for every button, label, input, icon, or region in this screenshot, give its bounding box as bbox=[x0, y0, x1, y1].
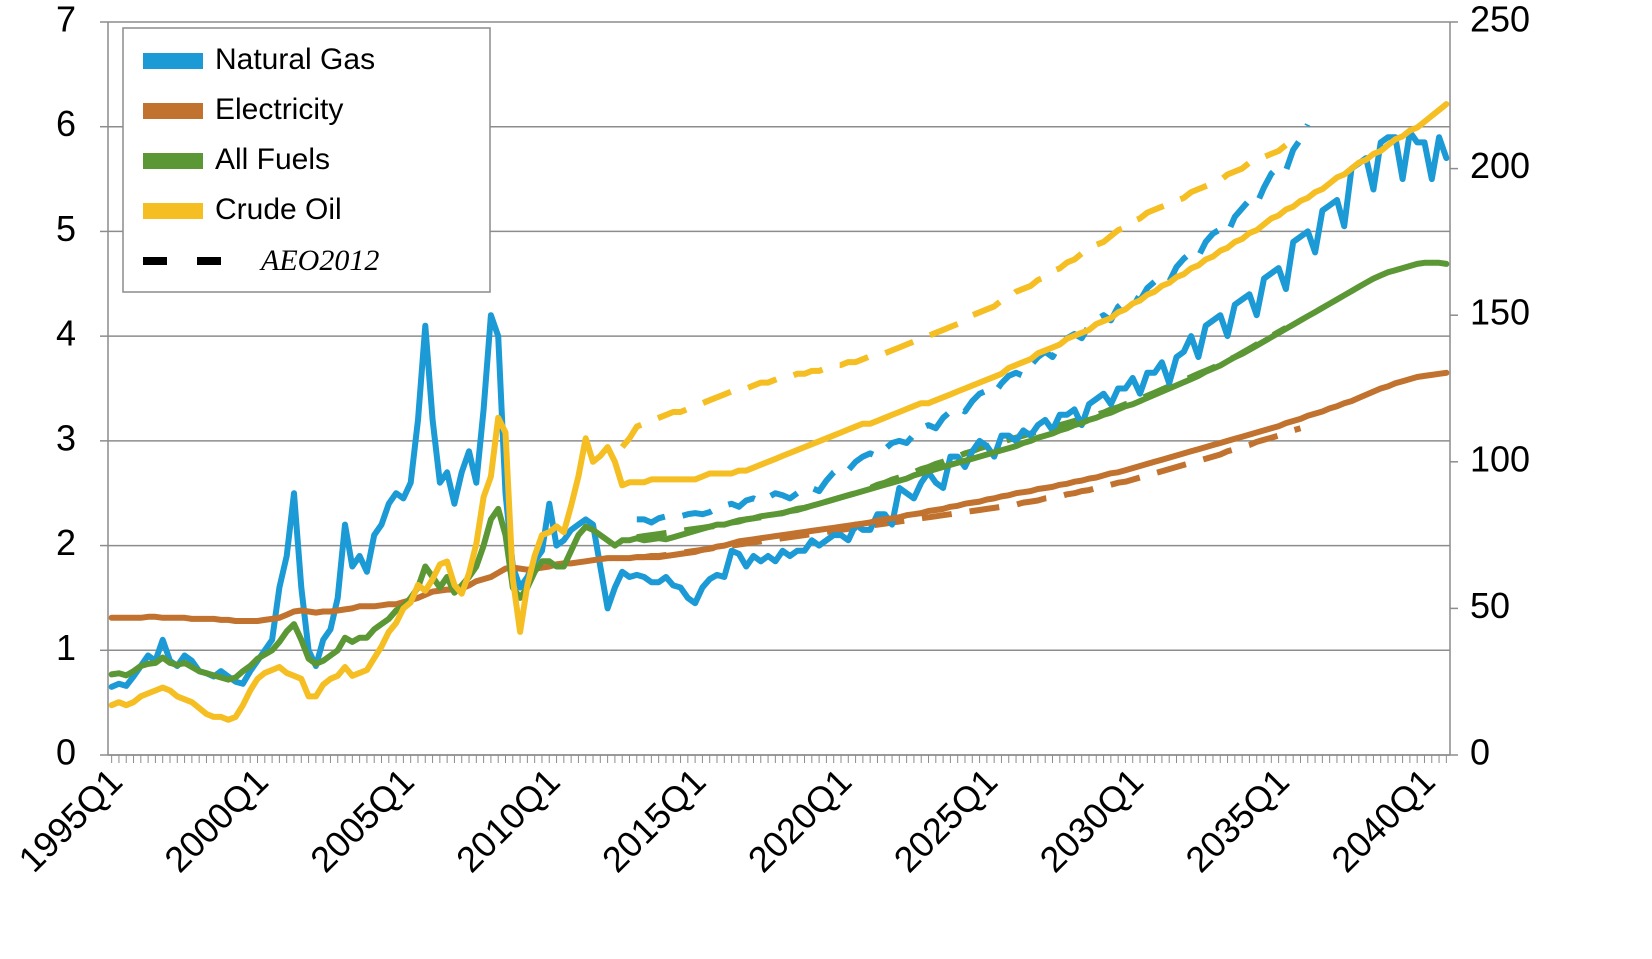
dashed-line bbox=[619, 142, 1288, 450]
legend-label: AEO2012 bbox=[259, 244, 379, 277]
dashed-line bbox=[636, 425, 1302, 561]
y2-tick-label: 250 bbox=[1470, 0, 1530, 40]
plot-lines bbox=[108, 101, 1450, 723]
legend-swatch bbox=[143, 103, 203, 119]
legend-label: Crude Oil bbox=[215, 193, 342, 226]
legend-swatch bbox=[143, 53, 203, 69]
legend-label: All Fuels bbox=[215, 143, 330, 176]
dashed-line bbox=[636, 123, 1311, 526]
y-tick-label: 0 bbox=[56, 732, 76, 773]
line bbox=[108, 101, 1450, 723]
legend-label: Natural Gas bbox=[215, 43, 375, 76]
y-tick-label: 5 bbox=[56, 208, 76, 249]
legend: Natural Gas Electricity All Fuels Crude Oil… bbox=[122, 27, 491, 293]
y2-tick-label: 150 bbox=[1470, 292, 1530, 333]
legend-swatch bbox=[143, 203, 203, 219]
y-tick-label: 3 bbox=[56, 417, 76, 458]
y-tick-label: 2 bbox=[56, 522, 76, 563]
y-tick-label: 6 bbox=[56, 103, 76, 144]
line bbox=[108, 369, 1450, 624]
y-tick-label: 1 bbox=[56, 627, 76, 668]
y2-tick-label: 50 bbox=[1470, 585, 1510, 626]
y2-tick-label: 0 bbox=[1470, 732, 1490, 773]
legend-label: Electricity bbox=[215, 93, 343, 126]
legend-swatch bbox=[143, 153, 203, 169]
y2-tick-label: 100 bbox=[1470, 438, 1530, 479]
line bbox=[108, 259, 1450, 683]
y-tick-label: 4 bbox=[56, 313, 76, 354]
y2-tick-label: 200 bbox=[1470, 145, 1530, 186]
y-tick-label: 7 bbox=[56, 0, 76, 40]
